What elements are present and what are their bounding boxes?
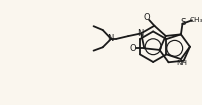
Text: N: N — [136, 29, 143, 38]
Text: O: O — [129, 44, 136, 53]
Text: N: N — [107, 34, 113, 43]
Text: CH₃: CH₃ — [189, 16, 202, 23]
Text: NH: NH — [175, 60, 186, 66]
Text: S: S — [179, 18, 185, 27]
Text: O: O — [143, 13, 149, 22]
